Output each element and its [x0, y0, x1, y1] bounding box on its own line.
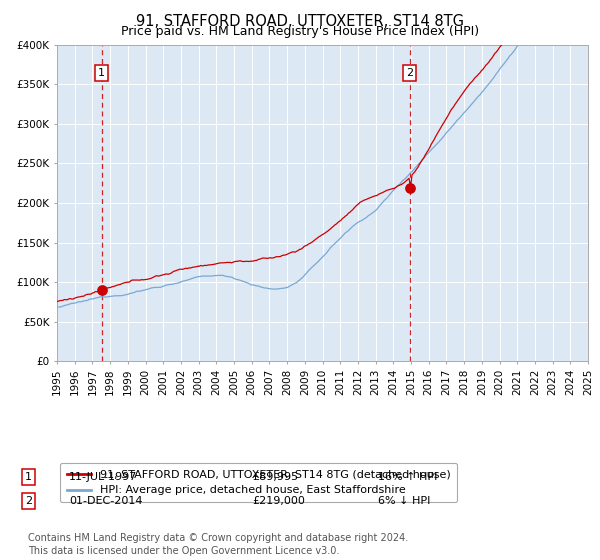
- Point: [97, 286, 107, 295]
- Text: 1: 1: [25, 472, 32, 482]
- Text: 6% ↓ HPI: 6% ↓ HPI: [378, 496, 430, 506]
- Text: 2: 2: [25, 496, 32, 506]
- Point: [405, 184, 415, 193]
- Text: Contains HM Land Registry data © Crown copyright and database right 2024.
This d: Contains HM Land Registry data © Crown c…: [28, 533, 409, 556]
- Legend: 91, STAFFORD ROAD, UTTOXETER, ST14 8TG (detached house), HPI: Average price, det: 91, STAFFORD ROAD, UTTOXETER, ST14 8TG (…: [60, 463, 457, 502]
- Text: 2: 2: [406, 68, 413, 78]
- Text: Price paid vs. HM Land Registry's House Price Index (HPI): Price paid vs. HM Land Registry's House …: [121, 25, 479, 38]
- Text: 1: 1: [98, 68, 105, 78]
- Text: £89,995: £89,995: [252, 472, 298, 482]
- Text: 91, STAFFORD ROAD, UTTOXETER, ST14 8TG: 91, STAFFORD ROAD, UTTOXETER, ST14 8TG: [136, 14, 464, 29]
- Text: 16% ↑ HPI: 16% ↑ HPI: [378, 472, 437, 482]
- Text: £219,000: £219,000: [252, 496, 305, 506]
- Text: 11-JUL-1997: 11-JUL-1997: [69, 472, 137, 482]
- Text: 01-DEC-2014: 01-DEC-2014: [69, 496, 143, 506]
